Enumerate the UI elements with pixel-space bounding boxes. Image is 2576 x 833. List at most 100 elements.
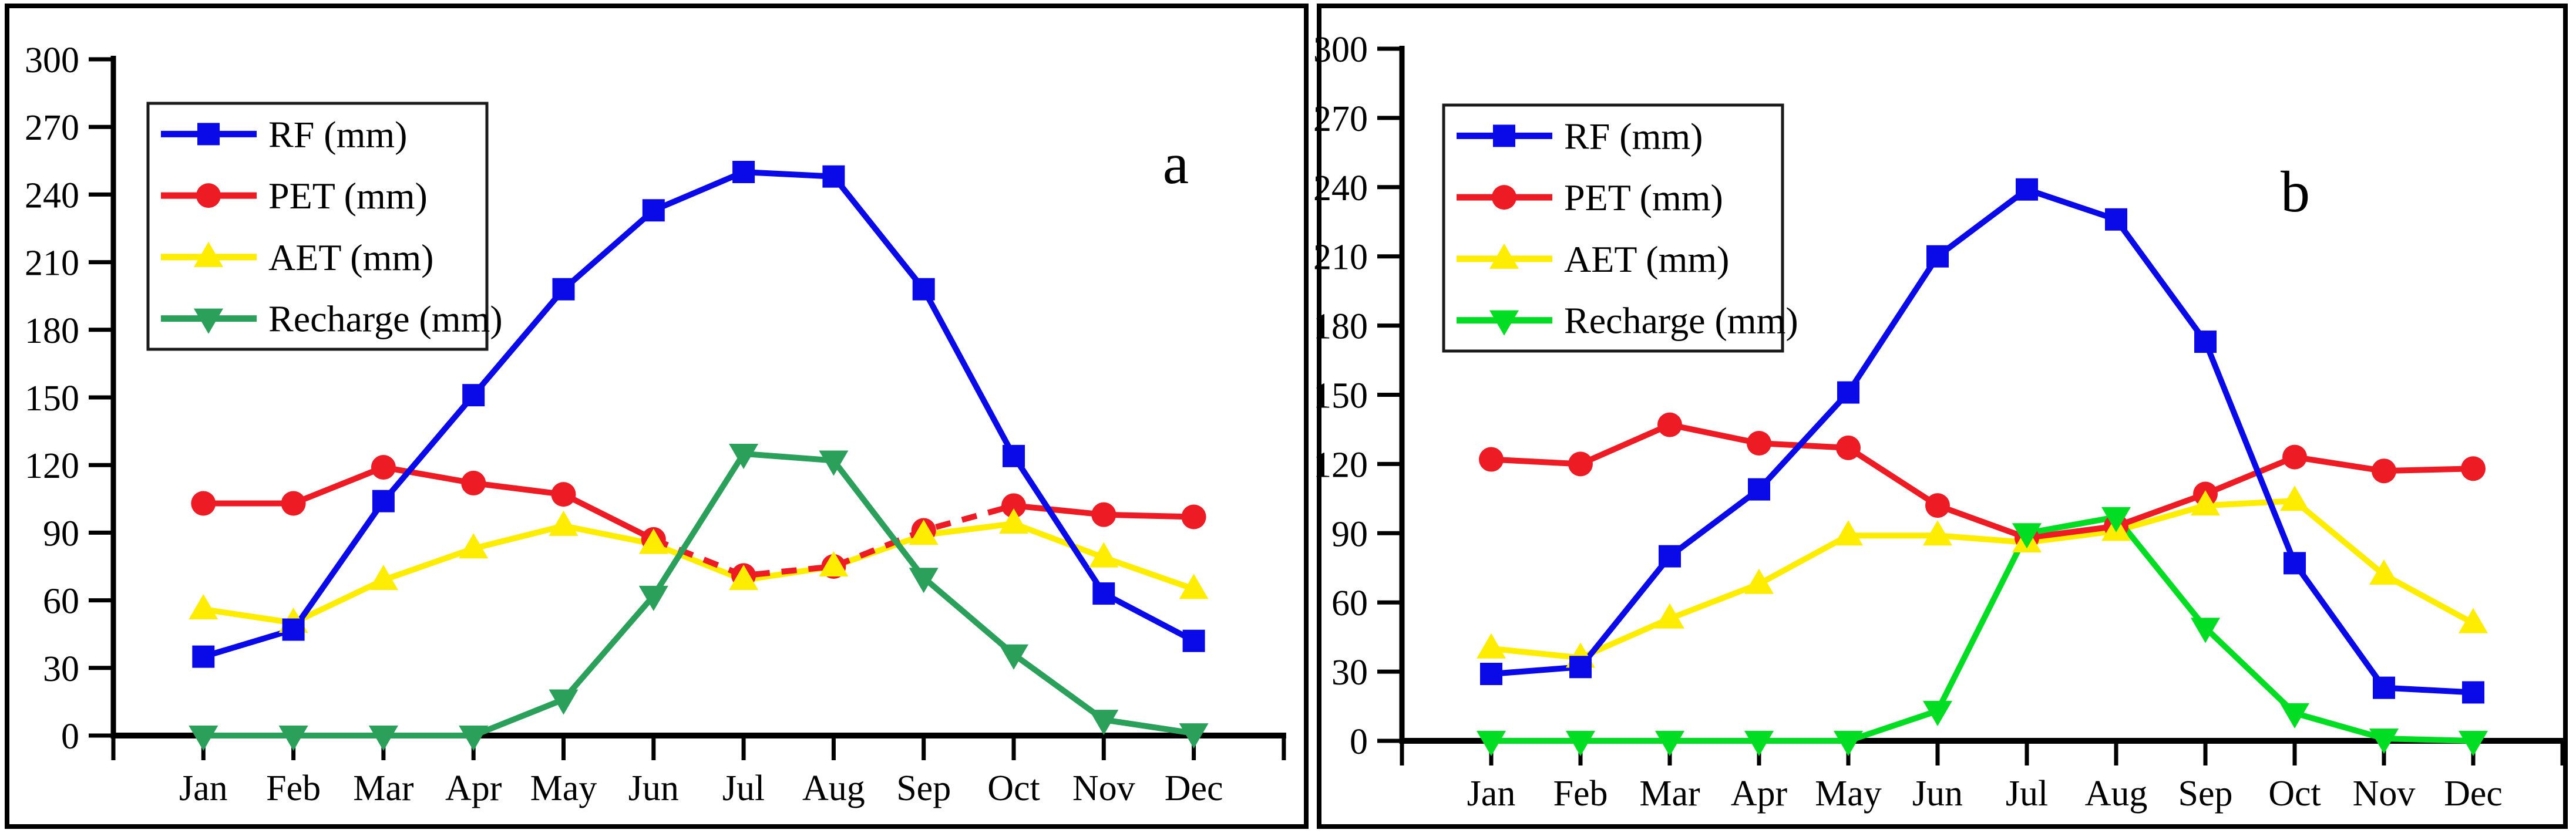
y-tick-label: 210 [1313, 238, 1368, 278]
marker-rf [192, 645, 215, 668]
legend-label: PET (mm) [1564, 177, 1723, 218]
marker-aet [999, 508, 1028, 534]
legend-item-recharge: Recharge (mm) [1457, 300, 1798, 342]
marker-recharge [368, 726, 398, 751]
y-tick-label: 30 [43, 649, 79, 689]
marker-pet [1181, 504, 1206, 530]
month-label: Apr [1731, 774, 1788, 814]
month-label: Apr [445, 768, 502, 808]
month-label: Mar [1639, 774, 1700, 814]
legend-item-pet: PET (mm) [1457, 177, 1723, 218]
legend-marker [197, 123, 220, 146]
marker-aet [2280, 485, 2309, 511]
marker-pet [2282, 444, 2307, 470]
marker-recharge [189, 726, 218, 751]
month-label: Feb [266, 768, 321, 808]
legend-label: Recharge (mm) [268, 298, 503, 340]
month-label: Jun [628, 768, 679, 808]
marker-aet [1179, 574, 1209, 599]
marker-rf [2105, 208, 2127, 231]
marker-rf [2462, 681, 2484, 704]
marker-rf [372, 490, 395, 512]
marker-aet [1834, 520, 1863, 546]
marker-pet [281, 491, 306, 516]
marker-recharge [1089, 710, 1119, 736]
legend-marker [1489, 310, 1519, 336]
y-tick-label: 30 [1331, 653, 1368, 693]
marker-recharge [909, 568, 939, 593]
marker-rf [1569, 656, 1592, 679]
marker-aet [2369, 559, 2399, 585]
y-tick-label: 60 [43, 582, 79, 622]
marker-rf [2016, 178, 2038, 201]
legend-label: RF (mm) [268, 113, 407, 155]
legend-marker [1492, 185, 1516, 210]
series-line-pet [203, 464, 655, 542]
marker-recharge [729, 444, 759, 469]
month-label: Jul [722, 768, 765, 808]
month-label: May [1815, 774, 1882, 814]
marker-recharge [2191, 618, 2220, 643]
month-label: Dec [1165, 768, 1223, 808]
legend-label: RF (mm) [1564, 115, 1703, 157]
marker-rf [1837, 381, 1859, 404]
marker-aet [1744, 568, 1774, 594]
y-tick-label: 270 [25, 108, 79, 148]
marker-recharge [459, 726, 489, 751]
marker-pet [2461, 456, 2486, 481]
marker-rf [462, 384, 485, 407]
marker-aet [638, 528, 668, 554]
marker-aet [819, 551, 849, 576]
series-line-aet [203, 520, 1195, 626]
marker-recharge [1566, 731, 1595, 756]
marker-rf [1659, 545, 1681, 568]
legend-item-aet: AET (mm) [161, 237, 433, 278]
panel-label-a: a [1162, 131, 1189, 196]
y-tick-label: 150 [1313, 376, 1368, 416]
marker-pet [371, 455, 396, 480]
series-line-recharge [203, 450, 1195, 738]
marker-rf [2194, 330, 2217, 353]
month-label: Nov [1072, 768, 1135, 808]
marker-pet [191, 491, 216, 516]
marker-recharge [1923, 700, 1952, 726]
month-label: May [530, 768, 597, 808]
marker-recharge [2459, 731, 2488, 756]
marker-pet [1001, 493, 1026, 518]
marker-rf [552, 278, 575, 301]
legend-marker [194, 308, 223, 334]
series-line-rf [202, 168, 1195, 660]
marker-rf [1003, 444, 1025, 467]
legend-item-aet: AET (mm) [1457, 238, 1729, 280]
chart-panel-a: 0 30 60 90 120 150 180 210 240 270 300 Jan Feb Mar Apr… [5, 4, 1309, 829]
marker-recharge [2369, 729, 2399, 754]
legend: RF (mm) PET (mm) AET (mm) Recharge (mm) [1442, 103, 1798, 353]
legend-item-recharge: Recharge (mm) [161, 298, 503, 340]
marker-pet [551, 482, 576, 507]
legend-item-pet: PET (mm) [161, 175, 428, 217]
month-label: Sep [896, 768, 951, 808]
panel-label-b: b [2281, 159, 2310, 224]
series-line-rf [1491, 186, 2474, 696]
marker-rf [282, 618, 305, 641]
marker-aet [2191, 490, 2220, 516]
legend-label: PET (mm) [268, 175, 428, 217]
month-label: Jan [179, 768, 228, 808]
legend-item-rf: RF (mm) [161, 113, 407, 155]
marker-pet [461, 470, 486, 495]
marker-rf [912, 278, 935, 301]
marker-recharge [1655, 731, 1684, 756]
series-line-pet [1491, 421, 2474, 541]
marker-recharge [1744, 731, 1774, 756]
series-line-pet-dashed [652, 503, 1015, 579]
marker-aet [459, 533, 489, 559]
marker-rf [822, 165, 845, 188]
y-tick-label: 120 [25, 446, 79, 486]
marker-recharge [1834, 731, 1863, 756]
y-tick-label: 270 [1313, 99, 1368, 139]
marker-pet [1479, 447, 1504, 472]
marker-aet [1655, 603, 1684, 629]
month-label: Sep [2178, 774, 2233, 814]
legend-label: AET (mm) [268, 237, 433, 278]
